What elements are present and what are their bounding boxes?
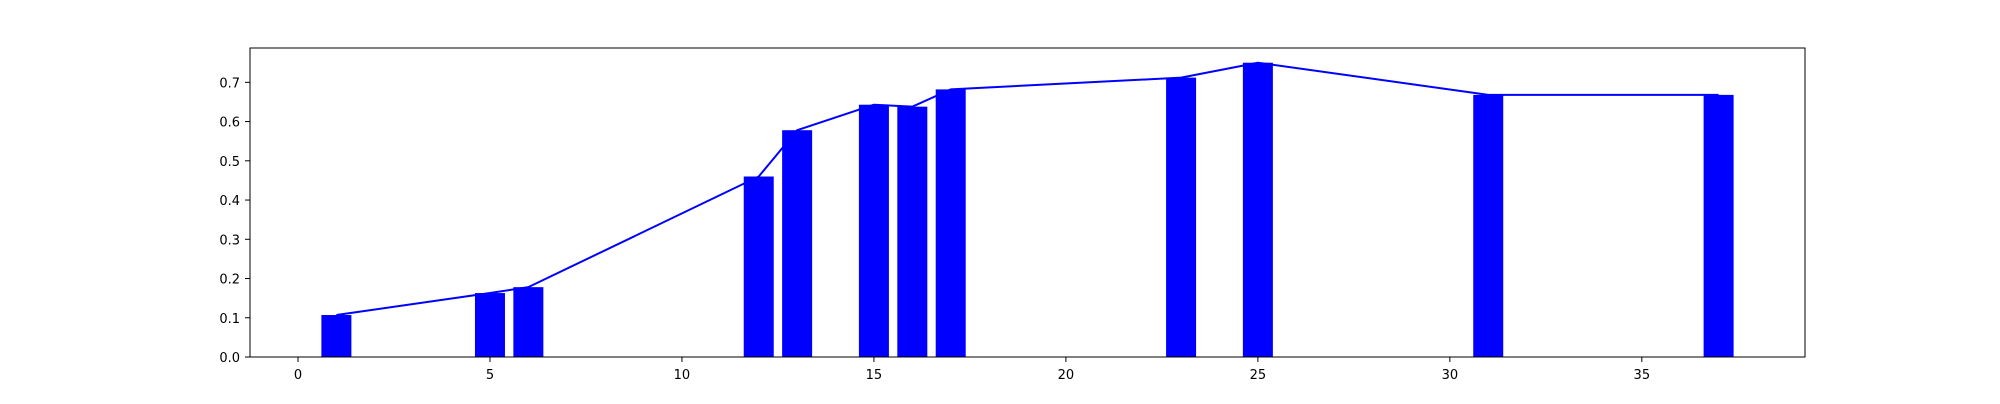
x-tick-label: 5 (486, 368, 494, 383)
bar (1703, 94, 1734, 357)
x-axis: 0 5 10 15 20 25 30 35 (294, 357, 1650, 383)
x-tick-label: 35 (1634, 368, 1651, 383)
bar (513, 287, 544, 357)
bar (321, 315, 352, 357)
bar (782, 130, 813, 357)
x-tick-label: 25 (1250, 368, 1267, 383)
bar (1473, 94, 1504, 357)
bar (1166, 77, 1197, 358)
y-tick-label: 0.5 (219, 155, 240, 170)
plot-frame (249, 47, 1806, 358)
y-tick-label: 0.0 (219, 351, 240, 366)
y-tick-label: 0.4 (219, 194, 240, 209)
y-tick-label: 0.6 (219, 116, 240, 131)
x-tick-label: 30 (1442, 368, 1459, 383)
y-tick-label: 0.2 (219, 273, 240, 288)
y-tick-label: 0.7 (219, 76, 240, 91)
bar (897, 106, 928, 357)
x-tick-label: 10 (674, 368, 691, 383)
y-tick-label: 0.3 (219, 233, 240, 248)
bar (858, 104, 889, 357)
bar (474, 293, 505, 357)
bar (935, 89, 966, 358)
y-tick-label: 0.1 (219, 312, 240, 327)
x-tick-label: 0 (294, 368, 302, 383)
bar (1242, 62, 1273, 357)
bars-layer (321, 62, 1734, 358)
x-tick-label: 15 (866, 368, 883, 383)
series-line (336, 61, 1719, 317)
bar (743, 176, 774, 357)
x-tick-label: 20 (1058, 368, 1075, 383)
y-axis: 0.0 0.1 0.2 0.3 0.4 0.5 0.6 0.7 (219, 76, 250, 366)
